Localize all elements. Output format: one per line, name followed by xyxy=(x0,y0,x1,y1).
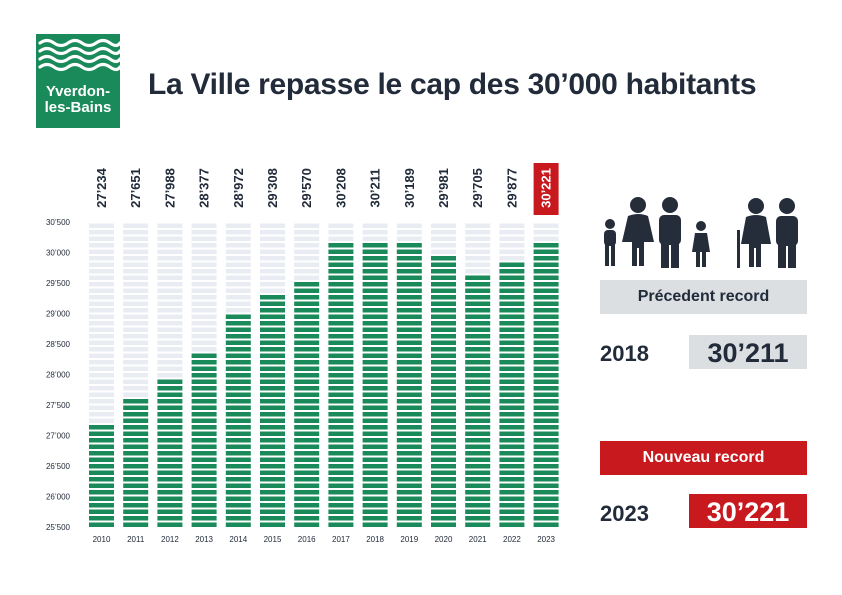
bar xyxy=(431,223,456,527)
family-icon xyxy=(604,197,710,268)
bar xyxy=(362,223,388,527)
data-label: 30’189 xyxy=(402,168,417,208)
x-tick-label: 2021 xyxy=(469,535,487,544)
waves-icon xyxy=(38,38,120,72)
city-logo: Yverdon- les-Bains xyxy=(36,34,120,128)
x-tick-label: 2019 xyxy=(400,535,418,544)
previous-record-label: Précedent record xyxy=(600,280,807,314)
data-label: 29’877 xyxy=(504,168,519,208)
data-label: 29’705 xyxy=(470,168,485,208)
data-label: 28’377 xyxy=(197,168,212,208)
bar xyxy=(157,223,183,527)
data-label: 29’308 xyxy=(265,168,280,208)
x-tick-label: 2016 xyxy=(298,535,316,544)
new-record-label: Nouveau record xyxy=(600,441,807,475)
x-tick-label: 2017 xyxy=(332,535,350,544)
new-record-year: 2023 xyxy=(600,501,649,526)
people-icons xyxy=(604,197,798,268)
data-label: 27’988 xyxy=(162,168,177,208)
y-tick-label: 26’000 xyxy=(46,493,71,502)
y-tick-label: 30’500 xyxy=(46,218,71,227)
page-title: La Ville repasse le cap des 30’000 habit… xyxy=(148,68,757,101)
bar xyxy=(396,223,422,527)
data-label: 27’234 xyxy=(94,167,109,208)
y-tick-label: 28’500 xyxy=(46,340,71,349)
x-tick-label: 2014 xyxy=(229,535,247,544)
seniors-icon xyxy=(737,198,798,268)
bar xyxy=(499,223,525,527)
data-label: 30’208 xyxy=(333,168,348,208)
y-tick-label: 29’000 xyxy=(46,310,71,319)
x-tick-label: 2011 xyxy=(127,535,145,544)
bar xyxy=(294,223,320,527)
data-label: 30’221 xyxy=(539,168,554,208)
bar xyxy=(225,223,251,527)
x-tick-label: 2020 xyxy=(435,535,453,544)
bar xyxy=(465,223,491,527)
logo-line-1: Yverdon- xyxy=(45,83,111,100)
highlight-badge xyxy=(533,163,559,215)
new-record-value: 30’221 xyxy=(689,494,807,528)
bar xyxy=(89,223,114,527)
y-tick-label: 26’500 xyxy=(46,462,71,471)
bar xyxy=(123,223,149,527)
bar xyxy=(260,223,285,527)
previous-record-year: 2018 xyxy=(600,341,649,366)
y-tick-label: 27’500 xyxy=(46,401,71,410)
data-label: 28’972 xyxy=(231,168,246,208)
logo-text: Yverdon- les-Bains xyxy=(36,84,120,116)
x-tick-label: 2010 xyxy=(93,535,111,544)
data-label: 29’570 xyxy=(299,168,314,208)
previous-record-value: 30’211 xyxy=(689,335,807,369)
x-tick-label: 2018 xyxy=(366,535,384,544)
data-label: 30’211 xyxy=(368,168,383,207)
x-tick-label: 2023 xyxy=(537,535,555,544)
x-tick-label: 2015 xyxy=(264,535,282,544)
y-tick-label: 30’000 xyxy=(46,249,71,258)
x-tick-label: 2012 xyxy=(161,535,179,544)
x-tick-label: 2013 xyxy=(195,535,213,544)
y-tick-label: 25’500 xyxy=(46,523,71,532)
logo-line-2: les-Bains xyxy=(44,99,112,116)
data-label: 27’651 xyxy=(128,168,143,208)
bar xyxy=(191,223,217,527)
x-tick-label: 2022 xyxy=(503,535,521,544)
bar xyxy=(533,223,559,527)
bar xyxy=(328,223,354,527)
y-tick-label: 29’500 xyxy=(46,279,71,288)
data-label: 29’981 xyxy=(436,168,451,208)
y-tick-label: 28’000 xyxy=(46,371,71,380)
y-tick-label: 27’000 xyxy=(46,432,71,441)
